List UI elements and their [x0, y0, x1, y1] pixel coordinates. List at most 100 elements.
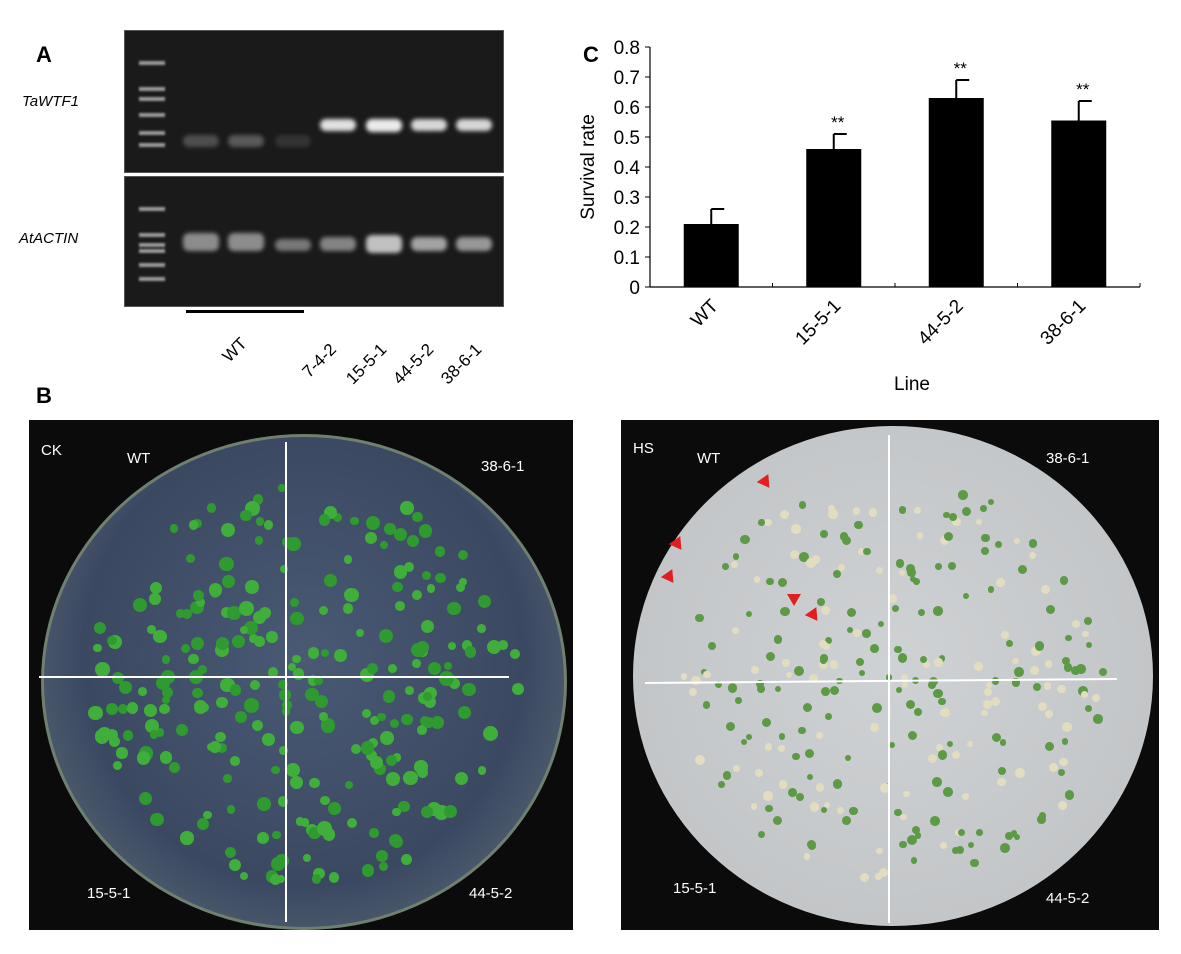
seedling [344, 587, 359, 603]
seedling [365, 516, 381, 531]
gel-band [320, 237, 356, 251]
seedling [255, 517, 265, 526]
seedling [126, 701, 139, 714]
seedling [295, 817, 305, 826]
seedling [380, 731, 394, 745]
seedling [758, 519, 765, 526]
seedling [386, 772, 400, 786]
seedling [895, 559, 905, 568]
seedling [1046, 604, 1056, 614]
seedling [1081, 690, 1089, 698]
seedling [722, 563, 729, 570]
panel-label-b: B [36, 383, 52, 408]
seedling [457, 705, 471, 719]
seedling [393, 565, 408, 579]
gel-image-atactin [124, 176, 504, 307]
seedling [360, 741, 375, 755]
seedling [806, 558, 816, 568]
quadrant-divider [39, 676, 509, 678]
seedling [380, 541, 389, 550]
seedling [778, 745, 785, 752]
seedling [860, 873, 870, 882]
seedling [449, 678, 461, 690]
seedling [456, 583, 466, 593]
seedling [369, 756, 383, 769]
seedling [93, 643, 103, 653]
seedling [910, 857, 918, 864]
seedling [823, 801, 831, 809]
seedling [278, 746, 288, 756]
seedling [828, 505, 835, 512]
seedling [271, 857, 285, 872]
seedling [689, 687, 698, 697]
seedling [411, 589, 423, 601]
seedling [875, 566, 883, 575]
seedling [1064, 634, 1072, 642]
seedling [150, 812, 164, 827]
seedling [149, 730, 158, 739]
seedling [876, 847, 883, 855]
seedling [846, 626, 854, 634]
seedling [1076, 664, 1086, 675]
seedling [1062, 722, 1073, 733]
seedling [894, 808, 902, 816]
ladder-band [139, 207, 165, 211]
seedling [328, 872, 340, 883]
seedling [940, 841, 948, 849]
seedling [249, 634, 259, 644]
seedling [317, 821, 332, 837]
seedling [355, 628, 365, 638]
seedling [343, 555, 353, 564]
seedling [248, 700, 258, 710]
seedling [400, 501, 414, 515]
seedling [1059, 576, 1069, 585]
seedling [1092, 713, 1103, 724]
seedling [366, 662, 379, 675]
seedling [185, 553, 195, 564]
seedling [952, 517, 961, 527]
seedling [789, 549, 800, 559]
seedling [122, 730, 134, 741]
gel-band [275, 239, 311, 251]
seedling [486, 639, 502, 655]
seedling [418, 524, 433, 538]
seedling [286, 762, 300, 777]
ladder-band [139, 113, 165, 117]
seedling [804, 748, 814, 759]
seedling [118, 680, 133, 695]
quadrant-label-wt: WT [127, 450, 151, 467]
seedling [913, 578, 920, 585]
seedling [1001, 631, 1010, 640]
seedling [878, 868, 888, 878]
seedling [942, 787, 953, 798]
seedling [376, 850, 388, 862]
seedling [892, 605, 900, 613]
seedling [912, 825, 921, 834]
seedling [981, 547, 990, 556]
seedling [990, 696, 1001, 707]
seedling [411, 511, 423, 523]
seedling [999, 843, 1010, 854]
seedling [976, 829, 983, 836]
quadrant-label-15-5-1: 15-5-1 [87, 885, 131, 902]
seedling [943, 511, 950, 518]
seedling [398, 800, 410, 813]
seedling [820, 656, 827, 664]
seedling [806, 839, 816, 850]
seedling [799, 501, 807, 509]
seedling [951, 847, 959, 855]
gel-band [411, 237, 447, 251]
seedling [872, 702, 882, 713]
seedling [1071, 620, 1081, 629]
seedling [112, 761, 122, 771]
seedling [854, 520, 863, 529]
seedling [1057, 801, 1067, 810]
lane-label: 44-5-2 [389, 339, 438, 389]
seedling [1057, 684, 1066, 694]
seedling [321, 649, 330, 658]
seedling [774, 685, 782, 693]
gene-label-tawtf1: TaWTF1 [22, 93, 79, 110]
seedling [798, 726, 806, 735]
seedling [975, 518, 982, 525]
seedling [846, 607, 857, 618]
